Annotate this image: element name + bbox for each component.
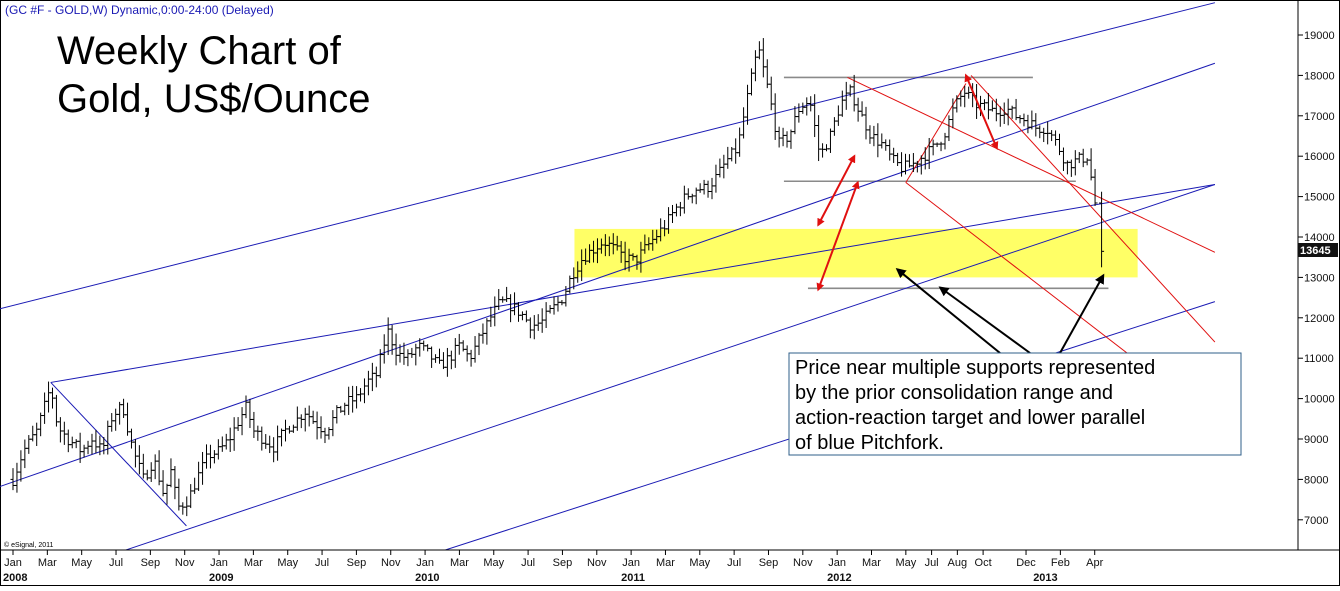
chart-title-line-2: Gold, US$/Ounce — [57, 77, 371, 121]
annotation-box — [788, 352, 1242, 456]
x-tick-label: Sep — [553, 557, 573, 569]
x-tick-label: Jul — [727, 557, 741, 569]
y-tick-label: 9000 — [1304, 434, 1328, 446]
y-tick-label: 14000 — [1304, 232, 1335, 244]
x-tick-label: Jan — [416, 557, 434, 569]
x-tick-label: May — [277, 557, 298, 569]
x-tick-label: Jan — [4, 557, 22, 569]
annotation-line-2: by the prior consolidation range and — [795, 382, 1113, 404]
pitchfork-line-handle — [50, 382, 187, 527]
chart-title-line-1: Weekly Chart of — [57, 29, 342, 73]
y-tick-label: 15000 — [1304, 192, 1335, 204]
x-year-label: 2010 — [415, 572, 439, 584]
x-tick-label: Sep — [141, 557, 161, 569]
x-tick-label: May — [71, 557, 92, 569]
last-price-label: 13645 — [1300, 245, 1331, 257]
x-tick-label: Mar — [862, 557, 881, 569]
x-year-label: 2013 — [1033, 572, 1057, 584]
pitchfork-line-upper — [0, 2, 1216, 310]
annotation-line-3: action-reaction target and lower paralle… — [795, 407, 1145, 429]
x-tick-label: Jul — [925, 557, 939, 569]
x-year-label: 2011 — [621, 572, 645, 584]
y-tick-label: 7000 — [1304, 515, 1328, 527]
x-tick-label: Aug — [948, 557, 968, 569]
pitchfork-line-lower — [124, 184, 1216, 550]
downtrend-line-1 — [970, 75, 1216, 343]
x-tick-label: Jul — [315, 557, 329, 569]
y-tick-label: 13000 — [1304, 272, 1335, 284]
y-tick-label: 8000 — [1304, 474, 1328, 486]
annotation-callout: Price near multiple supports represented… — [788, 352, 1242, 456]
x-axis: Jan Mar May Jul Sep Nov Jan Mar May Jul Sep Nov Jan M… — [3, 550, 1104, 584]
x-tick-label: May — [483, 557, 504, 569]
callout-pointer-0 — [895, 268, 1001, 354]
downtrend-line-3 — [905, 83, 967, 183]
price-bars — [10, 38, 1105, 517]
y-tick-label: 18000 — [1304, 70, 1335, 82]
x-tick-label: Jan — [828, 557, 846, 569]
x-tick-label: Apr — [1086, 557, 1103, 569]
x-tick-label: Jan — [622, 557, 640, 569]
x-tick-label: Mar — [244, 557, 263, 569]
callout-pointer-1 — [938, 286, 1031, 354]
x-tick-label: Mar — [656, 557, 675, 569]
downtrend-line-0 — [847, 76, 1216, 253]
x-tick-label: Mar — [450, 557, 469, 569]
x-tick-label: Jul — [521, 557, 535, 569]
y-tick-label: 17000 — [1304, 111, 1335, 123]
x-tick-label: Sep — [759, 557, 779, 569]
symbol-header: (GC #F - GOLD,W) Dynamic,0:00-24:00 (Del… — [5, 3, 274, 17]
x-tick-label: May — [895, 557, 916, 569]
pitchfork-line-median — [0, 62, 1216, 488]
x-tick-label: Oct — [975, 557, 992, 569]
annotation-line-1: Price near multiple supports represented — [795, 357, 1155, 379]
x-tick-label: Nov — [587, 557, 607, 569]
x-tick-label: May — [689, 557, 710, 569]
y-tick-label: 10000 — [1304, 394, 1335, 406]
last-price-tag-bg — [1298, 243, 1338, 257]
last-price-tag: 13645 — [1298, 243, 1338, 257]
x-tick-label: Jan — [210, 557, 228, 569]
y-tick-label: 11000 — [1304, 353, 1334, 365]
arrows-layer — [816, 73, 999, 292]
price-bar — [1092, 168, 1098, 206]
x-year-label: 2008 — [3, 572, 27, 584]
x-tick-label: Nov — [793, 557, 813, 569]
callout-pointer-2 — [1059, 273, 1105, 354]
x-tick-label: Mar — [38, 557, 57, 569]
copyright-label: © eSignal, 2011 — [4, 541, 54, 549]
x-tick-label: Dec — [1016, 557, 1036, 569]
x-tick-label: Nov — [381, 557, 401, 569]
red-arrow-1 — [816, 180, 860, 292]
x-tick-label: Jul — [109, 557, 123, 569]
x-tick-label: Feb — [1051, 557, 1070, 569]
x-year-label: 2012 — [827, 572, 851, 584]
y-tick-label: 12000 — [1304, 313, 1335, 325]
callout-pointers-layer — [895, 268, 1105, 354]
price-bar — [1099, 191, 1105, 268]
annotation-line-4: of blue Pitchfork. — [795, 432, 944, 454]
pitchfork-line-shank — [50, 183, 1215, 383]
x-tick-label: Nov — [175, 557, 195, 569]
x-year-label: 2009 — [209, 572, 233, 584]
x-tick-label: Sep — [347, 557, 367, 569]
y-tick-label: 16000 — [1304, 151, 1335, 163]
red-arrow-2 — [964, 73, 999, 150]
y-tick-label: 19000 — [1304, 30, 1335, 42]
y-axis: 7000 8000 9000 10000 11000 12000 13000 14000 150… — [1298, 30, 1335, 527]
